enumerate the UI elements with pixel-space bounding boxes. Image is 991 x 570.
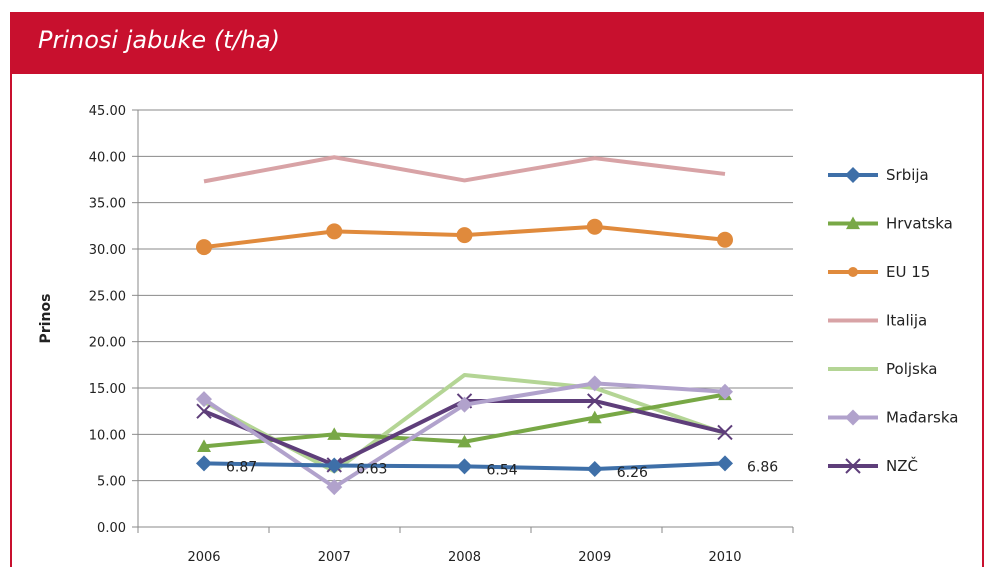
series-srbija xyxy=(196,455,733,477)
series-ma-arska xyxy=(196,375,733,496)
x-tick-label: 2009 xyxy=(578,550,611,565)
legend-label: EU 15 xyxy=(886,263,930,281)
legend-label: Poljska xyxy=(886,360,937,378)
legend-label: Hrvatska xyxy=(886,215,953,233)
data-point-eu-15 xyxy=(456,227,473,244)
data-point-ma-arska xyxy=(196,391,212,408)
legend-label: NZČ xyxy=(886,456,918,475)
series-italija xyxy=(203,155,726,184)
data-point-hrvatska xyxy=(327,427,342,440)
data-point-ma-arska xyxy=(456,396,473,413)
legend-item-hrvatska: Hrvatska xyxy=(828,215,953,233)
data-labels: 6.87 6.63 6.54 6.26 6.86 xyxy=(226,459,778,481)
data-point-nz- xyxy=(717,424,733,441)
data-point-eu-15 xyxy=(717,231,733,248)
legend-item-eu-15: EU 15 xyxy=(828,263,930,281)
data-point-srbija xyxy=(456,458,473,475)
data-label: 6.87 xyxy=(226,459,257,475)
chart-title: Prinosi jabuke (t/ha) xyxy=(38,26,280,54)
y-axis-label: Prinos xyxy=(38,294,54,344)
data-point-srbija xyxy=(326,457,343,474)
data-point-nz- xyxy=(587,393,603,409)
series-eu-15 xyxy=(196,218,733,256)
y-tick-label: 30.00 xyxy=(89,243,126,258)
data-point-eu-15 xyxy=(586,218,603,235)
legend-marker xyxy=(845,167,861,183)
data-point-eu-15 xyxy=(196,239,212,256)
legend-marker xyxy=(848,267,858,277)
data-point-ma-arska xyxy=(326,479,343,496)
series-poljska xyxy=(203,373,726,474)
chart-frame xyxy=(10,12,984,567)
legend-marker xyxy=(845,409,861,426)
y-tick-label: 40.00 xyxy=(89,150,126,165)
x-tick-label: 2010 xyxy=(708,550,741,565)
legend-item-italija: Italija xyxy=(828,312,927,330)
x-tick-label: 2007 xyxy=(318,550,351,565)
legend-item-ma-arska: Mađarska xyxy=(828,409,958,427)
legend-item-poljska: Poljska xyxy=(828,360,937,378)
data-point-nz- xyxy=(196,403,212,419)
x-tick-label: 2006 xyxy=(187,550,220,565)
data-point-hrvatska xyxy=(587,410,602,424)
y-tick-label: 10.00 xyxy=(89,428,126,443)
data-point-hrvatska xyxy=(197,439,211,452)
legend-label: Italija xyxy=(886,312,927,330)
y-tick-label: 15.00 xyxy=(89,382,126,397)
y-tick-label: 45.00 xyxy=(89,104,126,119)
legend-marker xyxy=(846,216,860,230)
data-point-hrvatska xyxy=(457,434,472,448)
legend-label: Mađarska xyxy=(886,409,958,427)
data-point-ma-arska xyxy=(717,383,733,400)
legend-label: Srbija xyxy=(886,166,929,184)
data-label: 6.63 xyxy=(356,462,387,478)
chart-header: Prinosi jabuke (t/ha) xyxy=(10,12,984,74)
data-label: 6.54 xyxy=(487,462,518,478)
y-tick-label: 35.00 xyxy=(89,197,126,212)
y-tick-label: 5.00 xyxy=(97,475,126,490)
legend-item-srbija: Srbija xyxy=(828,166,929,184)
legend-item-nz-: NZČ xyxy=(828,456,918,475)
series-group xyxy=(196,155,733,496)
data-point-srbija xyxy=(196,455,212,472)
data-point-ma-arska xyxy=(586,375,603,392)
x-axis-ticks: 2006 2007 2008 2009 2010 xyxy=(187,550,741,565)
x-tick-label: 2008 xyxy=(448,550,481,565)
data-point-srbija xyxy=(586,460,603,477)
legend: Srbija Hrvatska EU 15 Italija Poljska Mađarsk… xyxy=(828,166,958,475)
data-label: 6.86 xyxy=(747,459,778,475)
data-point-srbija xyxy=(717,455,733,472)
y-tick-label: 0.00 xyxy=(97,521,126,536)
legend-marker xyxy=(845,458,861,474)
y-tick-label: 25.00 xyxy=(89,289,126,304)
series-line-poljska xyxy=(203,373,726,474)
y-axis-ticks: 0.00 5.00 10.00 15.00 20.00 25.00 30.00 35.00 40… xyxy=(89,104,126,536)
data-label: 6.26 xyxy=(617,465,648,481)
data-point-eu-15 xyxy=(326,223,343,240)
series-line-italija xyxy=(203,155,726,184)
y-tick-label: 20.00 xyxy=(89,336,126,351)
